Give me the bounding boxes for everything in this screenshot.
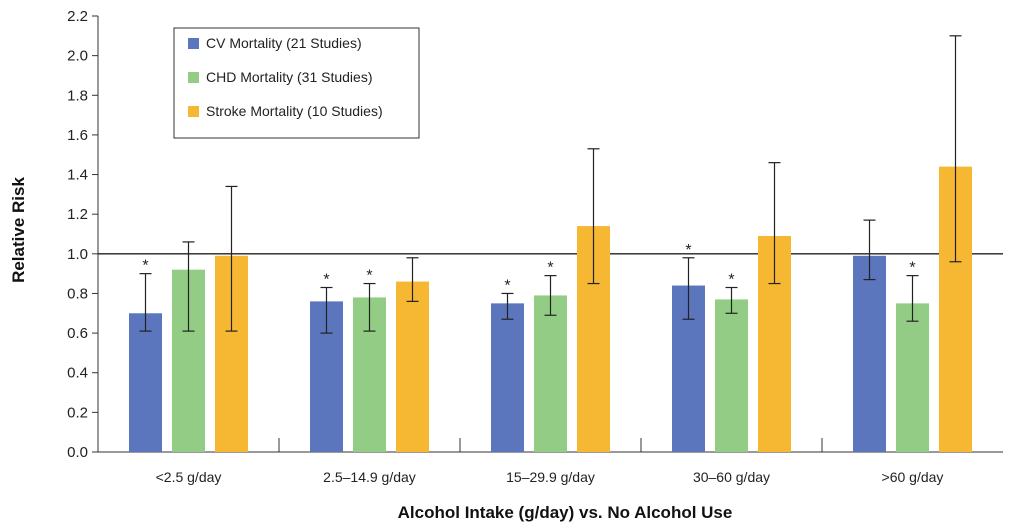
- significance-marker: *: [728, 272, 734, 289]
- significance-marker: *: [685, 242, 691, 259]
- bar: [396, 281, 429, 452]
- bar: [534, 295, 567, 452]
- legend-label: CHD Mortality (31 Studies): [206, 69, 373, 85]
- legend-swatch: [188, 72, 199, 83]
- x-tick-label: >60 g/day: [882, 469, 944, 485]
- y-tick-label: 1.6: [67, 127, 88, 144]
- legend-swatch: [188, 38, 199, 49]
- y-tick-label: 2.2: [67, 8, 88, 25]
- significance-marker: *: [142, 258, 148, 275]
- legend: CV Mortality (21 Studies) CHD Mortality (…: [173, 27, 420, 139]
- y-tick-label: 1.2: [67, 206, 88, 223]
- x-tick-label: 2.5–14.9 g/day: [323, 469, 416, 485]
- significance-marker: *: [366, 268, 372, 285]
- axes-layer: 0.0 0.2 0.4 0.6 0.8 1.0 1.2 1.4 1.6 1.8 2.0 2.2 <2.5…: [67, 8, 1003, 485]
- bars-layer: * * * * * * * *: [129, 35, 972, 453]
- legend-box: [173, 27, 420, 139]
- bar: [715, 299, 748, 452]
- significance-marker: *: [323, 272, 329, 289]
- y-tick-label: 0.4: [67, 365, 88, 382]
- x-axis-title: Alcohol Intake (g/day) vs. No Alcohol Us…: [398, 503, 733, 522]
- y-tick-label: 2.0: [67, 48, 88, 65]
- y-tick-label: 0.8: [67, 285, 88, 302]
- significance-marker: *: [909, 260, 915, 277]
- bar: [853, 255, 886, 452]
- bar: [129, 313, 162, 452]
- bar: [896, 303, 929, 452]
- y-tick-label: 1.8: [67, 87, 88, 104]
- x-tick-label: 30–60 g/day: [693, 469, 770, 485]
- x-tick-label: 15–29.9 g/day: [506, 469, 595, 485]
- legend-swatch: [188, 106, 199, 117]
- bar: [491, 303, 524, 452]
- y-tick-label: 1.0: [67, 246, 88, 263]
- legend-label: Stroke Mortality (10 Studies): [206, 103, 383, 119]
- significance-marker: *: [504, 277, 510, 294]
- y-tick-label: 0.2: [67, 404, 88, 421]
- legend-label: CV Mortality (21 Studies): [206, 35, 362, 51]
- y-tick-label: 1.4: [67, 167, 88, 184]
- y-tick-label: 0.0: [67, 444, 88, 461]
- y-tick-label: 0.6: [67, 325, 88, 342]
- x-tick-label: <2.5 g/day: [156, 469, 222, 485]
- significance-marker: *: [547, 260, 553, 277]
- y-axis-title: Relative Risk: [9, 177, 28, 283]
